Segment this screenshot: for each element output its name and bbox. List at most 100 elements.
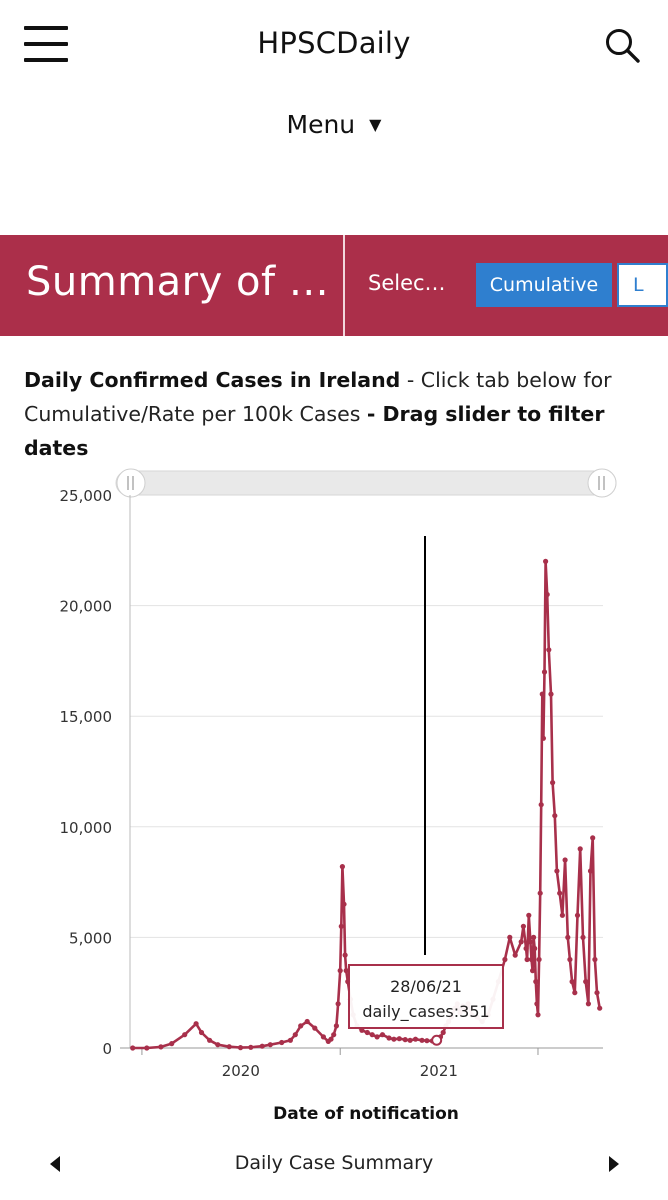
data-point[interactable]	[502, 956, 508, 963]
data-point[interactable]	[339, 864, 345, 870]
data-point[interactable]	[583, 979, 589, 985]
data-point[interactable]	[193, 1021, 199, 1027]
data-point[interactable]	[562, 857, 568, 863]
data-point[interactable]	[569, 979, 575, 985]
data-point[interactable]	[538, 802, 544, 808]
hamburger-menu-icon[interactable]	[24, 26, 68, 64]
data-point[interactable]	[580, 934, 586, 940]
select-dropdown[interactable]: Selec…	[368, 271, 446, 295]
date-range-slider[interactable]	[115, 468, 617, 498]
data-point[interactable]	[577, 846, 583, 852]
data-point[interactable]	[523, 945, 529, 952]
data-point[interactable]	[169, 1041, 175, 1047]
data-point[interactable]	[226, 1044, 232, 1050]
data-point[interactable]	[526, 912, 532, 918]
next-arrow-icon[interactable]	[609, 1156, 619, 1172]
data-point[interactable]	[567, 956, 573, 963]
data-point[interactable]	[259, 1043, 265, 1049]
data-point[interactable]	[386, 1035, 392, 1041]
data-point[interactable]	[374, 1034, 380, 1040]
data-point[interactable]	[532, 945, 538, 952]
data-point[interactable]	[407, 1037, 413, 1043]
data-point[interactable]	[507, 934, 513, 940]
data-point[interactable]	[537, 890, 543, 896]
data-point[interactable]	[342, 952, 348, 958]
data-point[interactable]	[333, 1023, 339, 1029]
data-point[interactable]	[543, 558, 549, 564]
data-point[interactable]	[520, 923, 527, 929]
data-point[interactable]	[590, 835, 596, 841]
data-point[interactable]	[320, 1034, 326, 1040]
data-point[interactable]	[557, 890, 563, 896]
data-point[interactable]	[540, 735, 547, 741]
data-point[interactable]	[424, 1038, 430, 1044]
data-point[interactable]	[298, 1023, 304, 1029]
tab-second-partial[interactable]: L	[617, 263, 668, 307]
data-point[interactable]	[267, 1042, 273, 1048]
data-point[interactable]	[574, 912, 581, 918]
data-point[interactable]	[541, 669, 548, 675]
data-point[interactable]	[512, 952, 518, 958]
data-point[interactable]	[531, 934, 537, 940]
data-point[interactable]	[328, 1036, 334, 1042]
data-point[interactable]	[248, 1044, 254, 1050]
data-point[interactable]	[546, 647, 552, 653]
data-point[interactable]	[518, 939, 524, 945]
data-point[interactable]	[530, 968, 536, 974]
data-point[interactable]	[312, 1025, 318, 1031]
data-point[interactable]	[585, 1001, 592, 1007]
data-point[interactable]	[287, 1037, 293, 1043]
data-point[interactable]	[198, 1029, 205, 1036]
data-point[interactable]	[292, 1032, 298, 1038]
data-point[interactable]	[130, 1045, 136, 1051]
selected-data-point[interactable]	[431, 1034, 443, 1046]
data-point[interactable]	[587, 868, 594, 874]
data-point[interactable]	[182, 1032, 188, 1038]
data-point[interactable]	[364, 1029, 370, 1036]
data-point[interactable]	[554, 868, 560, 874]
data-point[interactable]	[331, 1032, 337, 1038]
data-point[interactable]	[207, 1037, 213, 1043]
slider-handle-left[interactable]	[116, 468, 146, 498]
search-icon[interactable]	[604, 27, 642, 65]
data-point[interactable]	[534, 1001, 540, 1007]
data-point[interactable]	[341, 901, 347, 907]
data-point[interactable]	[536, 956, 542, 963]
data-point[interactable]	[144, 1045, 150, 1051]
data-point[interactable]	[539, 691, 545, 697]
data-point[interactable]	[528, 956, 535, 963]
data-point[interactable]	[592, 956, 598, 963]
slider-track[interactable]	[115, 470, 617, 496]
data-point[interactable]	[550, 780, 556, 786]
data-point[interactable]	[391, 1036, 397, 1042]
data-point[interactable]	[565, 934, 571, 940]
menu-dropdown[interactable]: Menu ▼	[0, 110, 668, 139]
data-point[interactable]	[597, 1005, 603, 1011]
data-point[interactable]	[335, 1001, 341, 1007]
data-point[interactable]	[544, 591, 550, 598]
data-point[interactable]	[594, 990, 600, 996]
data-point[interactable]	[412, 1036, 419, 1042]
tab-cumulative[interactable]: Cumulative	[476, 263, 612, 307]
data-point[interactable]	[337, 968, 343, 974]
data-point[interactable]	[559, 912, 566, 918]
data-point[interactable]	[338, 923, 344, 929]
data-point[interactable]	[548, 691, 554, 697]
slider-handle-right[interactable]	[587, 468, 617, 498]
data-point[interactable]	[379, 1032, 386, 1038]
data-point[interactable]	[552, 813, 558, 819]
data-point[interactable]	[524, 956, 530, 963]
data-point[interactable]	[343, 968, 349, 974]
data-point[interactable]	[158, 1044, 164, 1050]
data-point[interactable]	[440, 1029, 446, 1036]
data-point[interactable]	[304, 1018, 310, 1025]
data-point[interactable]	[572, 990, 578, 996]
data-point[interactable]	[402, 1037, 408, 1043]
data-point[interactable]	[369, 1032, 375, 1038]
data-point[interactable]	[215, 1042, 221, 1048]
data-point[interactable]	[533, 979, 539, 985]
data-point[interactable]	[527, 939, 534, 945]
previous-arrow-icon[interactable]	[50, 1156, 60, 1172]
data-point[interactable]	[535, 1012, 541, 1018]
data-point[interactable]	[237, 1045, 244, 1051]
